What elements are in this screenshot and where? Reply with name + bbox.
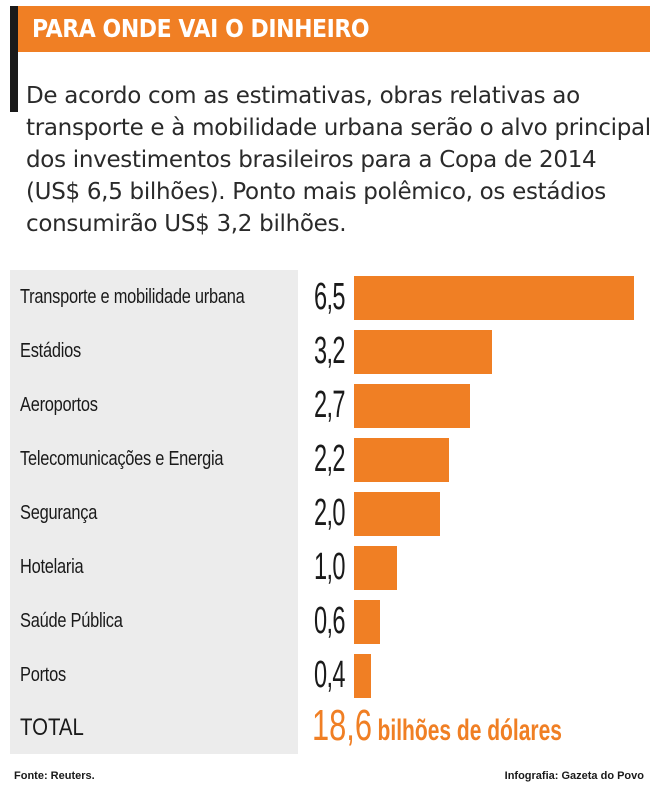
category-label: Telecomunicações e Energia <box>20 448 224 470</box>
value-label: 0,6 <box>314 600 346 642</box>
value-cell: 2,7 <box>298 378 650 432</box>
total-number: 18,6 <box>312 701 372 750</box>
bar-chart: Transporte e mobilidade urbana 6,5 Estádio… <box>10 270 650 702</box>
chart-row: Saúde Pública 0,6 <box>10 594 650 648</box>
total-label: TOTAL <box>20 714 84 741</box>
footer: Fonte: Reuters. Infografia: Gazeta do Po… <box>14 770 644 788</box>
intro-text: De acordo com as estimativas, obras rela… <box>26 83 651 237</box>
category-label: Estádios <box>20 340 81 362</box>
chart-row: Estádios 3,2 <box>10 324 650 378</box>
value-label: 0,4 <box>314 654 346 696</box>
value-label: 2,7 <box>314 384 346 426</box>
category-label: Aeroportos <box>20 394 98 416</box>
category-label: Portos <box>20 664 66 686</box>
total-unit: bilhões de dólares <box>377 714 562 747</box>
chart-row: Aeroportos 2,7 <box>10 378 650 432</box>
header-bar: PARA ONDE VAI O DINHEIRO <box>10 6 650 52</box>
value-label: 6,5 <box>314 276 346 318</box>
value-cell: 2,2 <box>298 432 650 486</box>
total-row: TOTAL 18,6 bilhões de dólares <box>10 700 650 754</box>
bar <box>354 492 440 536</box>
bar <box>354 546 397 590</box>
chart-row: Segurança 2,0 <box>10 486 650 540</box>
chart-row: Hotelaria 1,0 <box>10 540 650 594</box>
bar <box>354 384 470 428</box>
value-cell: 0,4 <box>298 648 650 702</box>
credit-note: Infografia: Gazeta do Povo <box>504 770 644 782</box>
value-label: 1,0 <box>314 546 346 588</box>
page-title: PARA ONDE VAI O DINHEIRO <box>32 14 370 43</box>
value-label: 2,2 <box>314 438 346 480</box>
category-label: Segurança <box>20 502 98 524</box>
chart-row: Telecomunicações e Energia 2,2 <box>10 432 650 486</box>
value-cell: 2,0 <box>298 486 650 540</box>
bar <box>354 276 634 320</box>
value-label: 3,2 <box>314 330 346 372</box>
value-cell: 1,0 <box>298 540 650 594</box>
chart-row: Transporte e mobilidade urbana 6,5 <box>10 270 650 324</box>
value-cell: 0,6 <box>298 594 650 648</box>
bar <box>354 654 371 698</box>
total-value-cell: 18,6 bilhões de dólares <box>298 700 650 754</box>
source-note: Fonte: Reuters. <box>14 770 95 782</box>
category-label: Saúde Pública <box>20 610 123 632</box>
intro-rule <box>10 52 18 112</box>
bar <box>354 600 380 644</box>
category-label: Transporte e mobilidade urbana <box>20 286 245 308</box>
total-value: 18,6 bilhões de dólares <box>312 700 562 752</box>
chart-row: Portos 0,4 <box>10 648 650 702</box>
bar <box>354 330 492 374</box>
bar <box>354 438 449 482</box>
category-label: Hotelaria <box>20 556 84 578</box>
value-label: 2,0 <box>314 492 346 534</box>
